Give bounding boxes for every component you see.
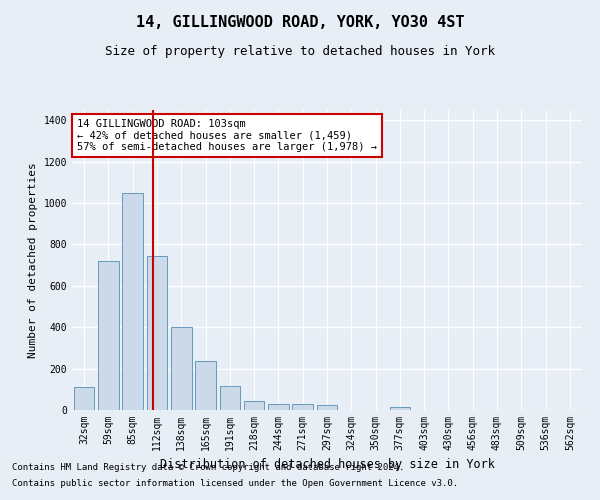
Bar — [220, 386, 240, 410]
Text: 14 GILLINGWOOD ROAD: 103sqm
← 42% of detached houses are smaller (1,459)
57% of : 14 GILLINGWOOD ROAD: 103sqm ← 42% of det… — [77, 119, 377, 152]
Bar — [122, 193, 143, 410]
Bar — [244, 400, 265, 410]
Bar — [268, 404, 289, 410]
Text: Contains public sector information licensed under the Open Government Licence v3: Contains public sector information licen… — [12, 478, 458, 488]
Bar — [74, 387, 94, 410]
Bar — [98, 261, 119, 410]
Bar — [317, 406, 337, 410]
Y-axis label: Number of detached properties: Number of detached properties — [28, 162, 38, 358]
Bar — [195, 362, 216, 410]
Text: 14, GILLINGWOOD ROAD, YORK, YO30 4ST: 14, GILLINGWOOD ROAD, YORK, YO30 4ST — [136, 15, 464, 30]
Bar — [292, 404, 313, 410]
Text: Contains HM Land Registry data © Crown copyright and database right 2024.: Contains HM Land Registry data © Crown c… — [12, 464, 404, 472]
Bar — [171, 327, 191, 410]
Text: Size of property relative to detached houses in York: Size of property relative to detached ho… — [105, 45, 495, 58]
Bar — [146, 256, 167, 410]
X-axis label: Distribution of detached houses by size in York: Distribution of detached houses by size … — [160, 458, 494, 471]
Bar — [389, 407, 410, 410]
